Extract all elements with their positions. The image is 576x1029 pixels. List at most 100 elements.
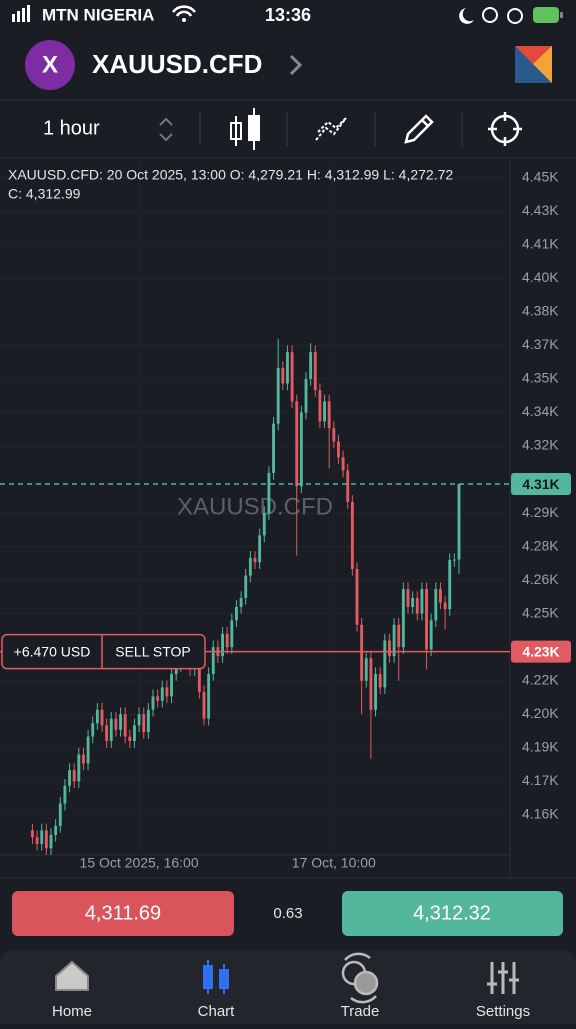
candle-body	[425, 589, 428, 650]
candle	[58, 796, 62, 833]
candle	[378, 667, 382, 695]
candle	[341, 450, 345, 478]
symbol-title[interactable]: XAUUSD.CFD	[92, 49, 262, 79]
wifi-icon	[182, 18, 186, 22]
ohlc-info: XAUUSD.CFD: 20 Oct 2025, 13:00 O: 4,279.…	[8, 167, 453, 183]
candle-body	[142, 714, 146, 733]
y-tick-label: 4.19K	[522, 738, 559, 754]
candle	[272, 416, 275, 480]
candle-body	[156, 696, 160, 701]
candle-body	[267, 472, 271, 514]
home-icon[interactable]	[55, 960, 89, 991]
crosshair-button[interactable]	[488, 112, 522, 146]
candle-body	[211, 647, 215, 674]
price-label-box	[511, 473, 571, 496]
order-type: SELL STOP	[115, 643, 190, 659]
candle-body	[457, 484, 461, 560]
nav-label[interactable]: Chart	[198, 1003, 236, 1020]
candle	[31, 823, 34, 844]
symbol-icon	[25, 40, 75, 90]
candle-body	[86, 736, 90, 764]
timeframe[interactable]: 1 hour	[43, 117, 100, 139]
trade-icon[interactable]	[341, 952, 379, 1004]
candle	[221, 627, 224, 663]
candle	[156, 689, 160, 708]
buy-price: 4,312.32	[413, 902, 491, 924]
candle	[128, 729, 132, 748]
candle-body	[434, 589, 438, 621]
candle-body	[429, 620, 433, 650]
trade-bar: 4,311.69 0.63 4,312.32	[12, 891, 563, 936]
chart-icon[interactable]	[203, 960, 229, 994]
candle	[68, 763, 71, 793]
signal	[17, 11, 20, 22]
indicators-button[interactable]	[315, 117, 347, 141]
candle-body	[225, 633, 229, 648]
candle	[415, 591, 419, 621]
candle-body	[119, 714, 122, 730]
candle	[225, 627, 229, 654]
nav-label[interactable]: Trade	[341, 1003, 380, 1020]
candle	[276, 338, 280, 431]
candle-body	[323, 401, 326, 422]
settings-icon[interactable]	[487, 962, 519, 994]
candle-body	[360, 624, 364, 681]
candle-body	[443, 602, 447, 610]
candle	[448, 553, 452, 616]
candle-body	[146, 709, 150, 733]
battery	[533, 7, 559, 23]
order-label[interactable]: +6.470 USD SELL STOP	[1, 633, 206, 670]
candle	[230, 613, 234, 654]
candle-body	[401, 589, 405, 648]
nav-label[interactable]: Home	[52, 1003, 92, 1020]
chevron[interactable]	[289, 54, 303, 76]
candle	[262, 506, 266, 543]
candle	[452, 553, 456, 567]
candle-body	[346, 470, 350, 502]
candle	[123, 707, 127, 744]
y-tick-label: 4.16K	[522, 805, 559, 821]
candle-body	[420, 589, 424, 614]
y-tick-label: 4.37K	[522, 336, 559, 352]
candle	[202, 685, 206, 726]
buy-button[interactable]	[342, 891, 563, 936]
candle	[295, 394, 299, 556]
candle	[137, 707, 141, 733]
candle	[369, 651, 373, 759]
sell-button[interactable]	[12, 891, 234, 936]
candle	[411, 591, 415, 614]
candle-body	[355, 568, 359, 625]
candle-body	[165, 687, 169, 697]
chart: XAUUSD.CFD XAUUSD.CFD: 20 Oct 2025, 13:0…	[0, 160, 571, 878]
candle	[434, 582, 438, 628]
wifi-icon	[172, 5, 196, 17]
candle	[425, 582, 428, 670]
candle-body	[439, 589, 442, 603]
draw-button[interactable]	[404, 114, 434, 144]
candle	[383, 633, 387, 695]
alarm-icon	[507, 8, 523, 24]
candle-body	[54, 825, 58, 835]
candle-body	[452, 559, 456, 561]
sell-price: 4,311.69	[85, 902, 161, 924]
candle	[63, 779, 67, 811]
candle	[105, 718, 109, 748]
candle	[235, 600, 238, 628]
candle	[49, 828, 53, 855]
candle	[420, 582, 424, 621]
moon-icon	[459, 8, 474, 24]
timeframe-stepper[interactable]	[159, 117, 173, 142]
x-tick-label: 15 Oct 2025, 16:00	[80, 855, 199, 871]
order-pnl: +6.470 USD	[14, 643, 91, 659]
toolbar: 1 hour	[0, 99, 576, 159]
candle-body	[114, 718, 118, 730]
chart-type-button[interactable]	[230, 108, 260, 150]
candle	[253, 551, 257, 569]
candle	[364, 651, 368, 688]
spread: 0.63	[273, 905, 302, 922]
nav-label[interactable]: Settings	[476, 1003, 530, 1020]
candle	[332, 421, 336, 449]
candle-body	[350, 501, 354, 569]
